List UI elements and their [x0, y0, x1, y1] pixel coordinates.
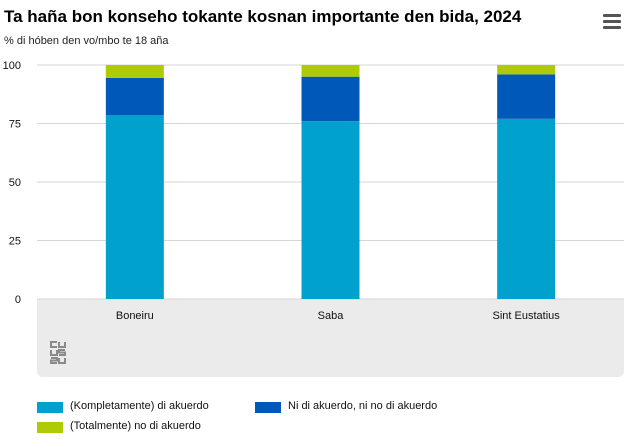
y-tick-label: 100 — [3, 60, 21, 72]
chart-subtitle: % di hóben den vo/mbo te 18 aña — [4, 35, 169, 47]
hamburger-menu-icon[interactable] — [603, 14, 621, 29]
bar-segment[interactable] — [301, 76, 360, 122]
bar-segment[interactable] — [105, 65, 164, 78]
legend-swatch — [37, 402, 63, 413]
x-axis-panel — [37, 299, 624, 377]
y-tick-label: 0 — [15, 294, 21, 306]
bar-segment[interactable] — [497, 65, 556, 75]
legend-swatch — [37, 422, 63, 433]
bar-segment[interactable] — [497, 74, 556, 119]
bar-segment[interactable] — [105, 115, 164, 299]
y-tick-label: 75 — [9, 119, 21, 131]
bar-segment[interactable] — [105, 77, 164, 116]
legend-label: (Totalmente) no di akuerdo — [70, 420, 201, 432]
legend-label: (Kompletamente) di akuerdo — [70, 400, 209, 412]
x-tick-label: Boneiru — [116, 310, 154, 322]
stacked-bar-chart: 0 25 50 75 100 Boneiru Saba Sint Eustatius — [3, 60, 624, 322]
bar-segment[interactable] — [301, 121, 360, 299]
bar-segment[interactable] — [301, 65, 360, 77]
y-tick-label: 50 — [9, 177, 21, 189]
cbs-logo-icon — [50, 341, 66, 364]
x-tick-label: Sint Eustatius — [493, 310, 561, 322]
y-tick-label: 25 — [9, 236, 21, 248]
legend-swatch — [255, 402, 281, 413]
chart-title: Ta haña bon konseho tokante kosnan impor… — [4, 7, 522, 26]
legend-label: Ni di akuerdo, ni no di akuerdo — [288, 400, 438, 412]
x-tick-label: Saba — [318, 310, 345, 322]
bar-segment[interactable] — [497, 118, 556, 299]
